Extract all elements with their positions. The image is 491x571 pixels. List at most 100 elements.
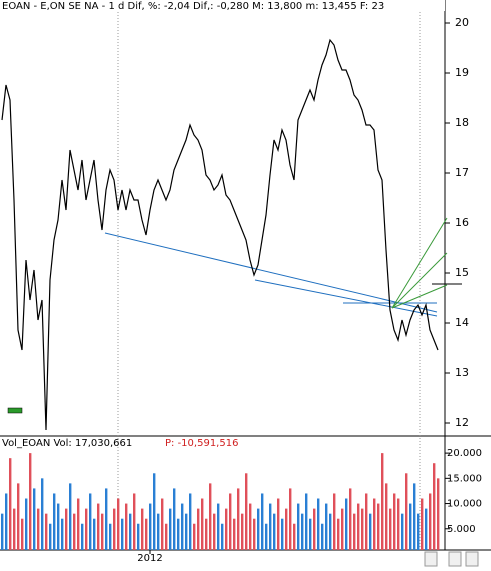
volume-bar — [385, 483, 388, 550]
header-bg — [0, 0, 445, 11]
volume-bar — [1, 513, 4, 550]
y-tick-label: 14 — [455, 316, 469, 329]
volume-bar — [337, 518, 340, 550]
volume-bar — [241, 513, 244, 550]
volume-bar — [205, 518, 208, 550]
y-tick-label: 18 — [455, 116, 469, 129]
volume-bar — [73, 513, 76, 550]
volume-bar — [125, 503, 128, 550]
y-tick-label: 5.000 — [447, 524, 476, 535]
chart-title: EOAN - E,ON SE NA - 1 d Dif, %: -2,04 Di… — [2, 1, 384, 12]
volume-bar — [89, 493, 92, 550]
volume-bar — [401, 513, 404, 550]
volume-bar — [149, 503, 152, 550]
volume-bar — [369, 513, 372, 550]
volume-bar — [393, 493, 396, 550]
volume-bar — [373, 498, 376, 550]
volume-bar — [41, 478, 44, 550]
volume-bar — [209, 483, 212, 550]
volume-bar — [33, 488, 36, 550]
y-tick-label: 20.000 — [447, 448, 482, 459]
volume-bar — [313, 508, 316, 550]
price-line — [1, 38, 439, 431]
volume-bar — [185, 513, 188, 550]
volume-bar — [61, 518, 64, 550]
fan-line — [391, 252, 448, 309]
fan-line — [391, 217, 448, 309]
fan-line — [391, 284, 448, 309]
fan-lines — [391, 217, 448, 309]
volume-title: Vol_EOAN Vol: 17,030,661 — [2, 438, 132, 449]
volume-bar — [293, 523, 296, 550]
volume-bar — [201, 498, 204, 550]
volume-bar — [405, 473, 408, 550]
volume-bar — [225, 508, 228, 550]
volume-bar — [361, 508, 364, 550]
volume-bar — [321, 523, 324, 550]
volume-bar — [273, 513, 276, 550]
volume-bar — [333, 493, 336, 550]
volume-bar — [397, 498, 400, 550]
volume-bar — [437, 478, 440, 550]
volume-bar — [277, 498, 280, 550]
volume-bar — [45, 513, 48, 550]
volume-bar — [133, 493, 136, 550]
volume-bar — [37, 508, 40, 550]
icon[interactable] — [424, 551, 438, 567]
icon[interactable] — [448, 551, 462, 567]
volume-bar — [365, 493, 368, 550]
volume-bar — [177, 518, 180, 550]
volume-bar — [5, 493, 8, 550]
volume-bar — [29, 453, 32, 550]
volume-bar — [417, 513, 420, 550]
volume-bars — [1, 453, 440, 550]
volume-bar — [409, 503, 412, 550]
volume-bar — [101, 513, 104, 550]
y-tick-label: 17 — [455, 166, 469, 179]
volume-bar — [377, 503, 380, 550]
volume-bar — [317, 498, 320, 550]
volume-bar — [13, 508, 16, 550]
volume-bar — [425, 508, 428, 550]
volume-bar — [49, 523, 52, 550]
volume-bar — [249, 503, 252, 550]
volume-bar — [69, 483, 72, 550]
volume-bar — [153, 473, 156, 550]
volume-bar — [253, 518, 256, 550]
volume-bar — [257, 508, 260, 550]
volume-subtitle: P: -10,591,516 — [165, 438, 238, 449]
icon[interactable] — [465, 551, 479, 567]
volume-bar — [265, 523, 268, 550]
y-tick-label: 13 — [455, 366, 469, 379]
volume-bar — [129, 513, 132, 550]
volume-bar — [145, 518, 148, 550]
volume-bar — [233, 518, 236, 550]
volume-bar — [21, 518, 24, 550]
volume-bar — [93, 518, 96, 550]
volume-bar — [381, 453, 384, 550]
volume-bar — [85, 508, 88, 550]
y-tick-label: 19 — [455, 66, 469, 79]
volume-bar — [189, 493, 192, 550]
volume-bar — [353, 513, 356, 550]
volume-bar — [141, 508, 144, 550]
volume-bar — [97, 503, 100, 550]
x-tick-label: 2012 — [137, 553, 162, 564]
volume-bar — [325, 503, 328, 550]
volume-bar — [9, 458, 12, 550]
y-tick-label: 20 — [455, 16, 469, 29]
volume-bar — [17, 483, 20, 550]
y-tick-label: 16 — [455, 216, 469, 229]
volume-bar — [169, 508, 172, 550]
volume-bar — [117, 498, 120, 550]
volume-bar — [81, 523, 84, 550]
volume-bar — [213, 513, 216, 550]
volume-bar — [289, 488, 292, 550]
volume-bar — [269, 503, 272, 550]
volume-bar — [345, 498, 348, 550]
volume-bar — [329, 513, 332, 550]
trend-line — [104, 232, 438, 313]
volume-bar — [77, 498, 80, 550]
